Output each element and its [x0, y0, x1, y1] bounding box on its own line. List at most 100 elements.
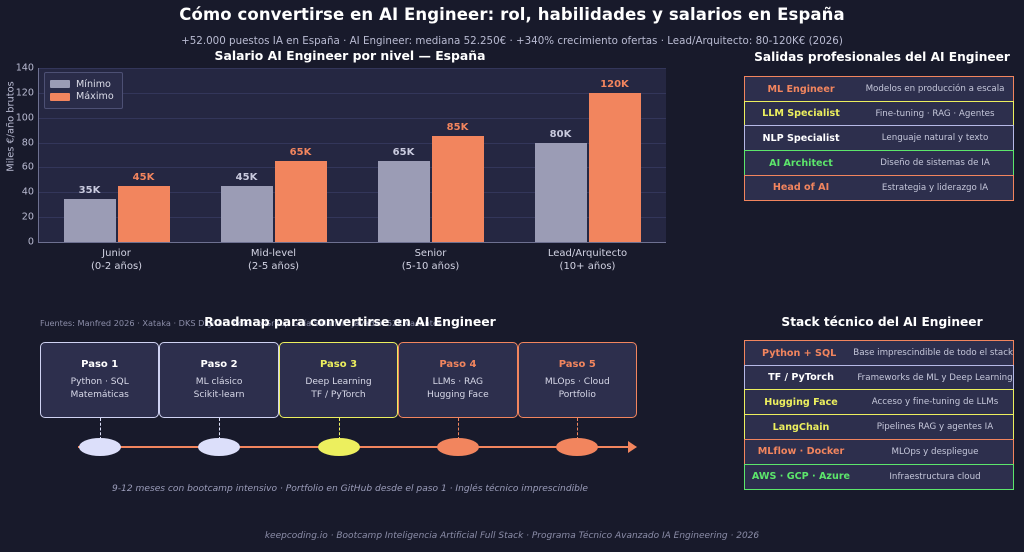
chart-bar [588, 92, 641, 242]
stack-tool-row[interactable]: Python + SQL Base imprescindible de todo … [744, 340, 1014, 366]
chart-x-tick-line: (0-2 años) [90, 261, 143, 272]
roadmap-step-desc-line: Python · SQL [70, 377, 129, 387]
chart-y-tick-label: 60 [21, 161, 34, 173]
career-description: Fine-tuning · RAG · Agentes [875, 108, 995, 119]
stack-tool-row[interactable]: TF / PyTorch Frameworks de ML y Deep Lear… [744, 364, 1014, 391]
legend-label-minimo: Mínimo [76, 78, 111, 90]
chart-x-tick-line: (2-5 años) [247, 261, 300, 272]
stack-tool-description: Infraestructura cloud [889, 471, 981, 482]
roadmap-step-connector [219, 418, 221, 440]
roadmap-step-node[interactable] [556, 438, 599, 456]
roadmap-step-description: LLMs · RAG Hugging Face [427, 376, 489, 401]
roadmap-step-node[interactable] [198, 438, 241, 456]
roadmap-step-name: Paso 2 [200, 359, 238, 370]
chart-bar-value-label: 65K [289, 147, 312, 159]
chart-x-tick-line: (5-10 años) [401, 261, 460, 272]
stack-tool-row[interactable]: LangChain Pipelines RAG y agentes IA [744, 414, 1014, 441]
legend-item-minimo: Mínimo [50, 79, 114, 90]
stack-panel: Python + SQL Base imprescindible de todo … [744, 340, 1014, 490]
roadmap-step-node[interactable] [78, 438, 121, 456]
career-row[interactable]: LLM Specialist Fine-tuning · RAG · Agente… [744, 100, 1014, 127]
chart-bar [274, 161, 327, 242]
chart-y-axis-ticks: 0 20 40 60 80 100 120 140 [0, 63, 34, 248]
career-row[interactable]: ML Engineer Modelos en producción a escal… [744, 76, 1014, 102]
chart-bar [377, 161, 430, 242]
stack-tool-row[interactable]: Hugging Face Acceso y fine-tuning de LLMs [744, 389, 1014, 416]
career-name: AI Architect [769, 157, 833, 169]
roadmap-step-desc-line: Deep Learning [305, 377, 372, 387]
career-row[interactable]: Head of AI Estrategia y liderazgo IA [744, 174, 1014, 201]
career-description: Diseño de sistemas de IA [880, 158, 990, 169]
legend-swatch-maximo [50, 92, 70, 101]
roadmap-note: 9-12 meses con bootcamp intensivo · Port… [111, 484, 589, 494]
roadmap-step-connector [577, 418, 579, 440]
career-description: Lenguaje natural y texto [881, 133, 989, 144]
roadmap-step-description: ML clásico Scikit-learn [194, 376, 245, 401]
stack-panel-title: Stack técnico del AI Engineer [781, 315, 983, 329]
chart-y-tick-label: 20 [21, 211, 34, 223]
stack-tool-name: AWS · GCP · Azure [751, 471, 851, 483]
chart-gridline [38, 167, 666, 169]
chart-title: Salario AI Engineer por nivel — España [214, 48, 486, 63]
chart-y-tick-label: 120 [15, 87, 34, 99]
legend-swatch-minimo [50, 80, 70, 88]
chart-gridline [38, 68, 666, 69]
stack-tool-row[interactable]: AWS · GCP · Azure Infraestructura cloud [744, 463, 1014, 490]
roadmap-step-box[interactable]: Paso 1 Python · SQL Matemáticas [40, 342, 160, 418]
chart-bar-value-label: 80K [549, 128, 572, 140]
roadmap-step-desc-line: MLOps · Cloud [544, 377, 610, 387]
chart-x-tick-line: Lead/Arquitecto [547, 248, 628, 259]
career-row[interactable]: NLP Specialist Lenguaje natural y texto [744, 125, 1014, 152]
career-row[interactable]: AI Architect Diseño de sistemas de IA [744, 150, 1014, 177]
roadmap-step-description: Python · SQL Matemáticas [70, 376, 128, 401]
chart-x-axis-line [38, 242, 666, 243]
roadmap-step-node[interactable] [436, 438, 479, 456]
stack-tool-description: Pipelines RAG y agentes IA [876, 422, 994, 433]
chart-x-tick-line: Mid-level [250, 248, 297, 259]
roadmap-step-name: Paso 1 [81, 359, 119, 370]
roadmap-step-connector [99, 418, 101, 440]
chart-y-tick-label: 140 [15, 62, 34, 74]
chart-bar-value-label: 85K [446, 122, 469, 134]
roadmap-step-desc-line: Portfolio [558, 389, 596, 400]
career-name: ML Engineer [767, 83, 835, 95]
chart-gridline [38, 117, 666, 119]
legend-item-maximo: Máximo [50, 91, 114, 102]
chart-y-tick-label: 0 [27, 236, 34, 248]
chart-bar-value-label: 35K [78, 184, 101, 196]
footer-text: keepcoding.io · Bootcamp Inteligencia Ar… [264, 531, 760, 541]
roadmap-step-name: Paso 5 [558, 359, 596, 370]
roadmap-step-node[interactable] [317, 438, 360, 456]
roadmap-step-desc-line: TF / PyTorch [311, 389, 366, 400]
stack-tool-name: Hugging Face [764, 396, 838, 408]
chart-gridline [38, 92, 666, 94]
page-subtitle: +52.000 puestos IA en España · AI Engine… [181, 35, 843, 47]
stack-tool-name: MLflow · Docker [757, 446, 845, 458]
roadmap-step-box[interactable]: Paso 5 MLOps · Cloud Portfolio [517, 342, 637, 418]
chart-y-tick-label: 100 [15, 112, 34, 124]
roadmap-step-connector [457, 418, 459, 440]
roadmap-step-box[interactable]: Paso 2 ML clásico Scikit-learn [159, 342, 279, 418]
chart-bar [534, 142, 587, 242]
chart-bar-value-label: 120K [600, 78, 629, 90]
roadmap-title: Roadmap para convertirse en AI Engineer [204, 314, 496, 329]
chart-x-tick-label: Mid-level (2-5 años) [248, 247, 299, 273]
roadmap-step-desc-line: Scikit-learn [193, 389, 245, 400]
chart-x-tick-line: (10+ años) [559, 261, 616, 272]
careers-panel-title: Salidas profesionales del AI Engineer [754, 50, 1010, 64]
roadmap-steps: Paso 1 Python · SQL Matemáticas Paso 2 ML cl… [40, 342, 637, 418]
stack-tool-description: Acceso y fine-tuning de LLMs [871, 397, 999, 408]
stack-tool-row[interactable]: MLflow · Docker MLOps y despliegue [744, 438, 1014, 465]
stack-tool-name: LangChain [772, 421, 830, 433]
salary-chart: Salario AI Engineer por nivel — España M… [0, 48, 700, 328]
stack-tool-description: Frameworks de ML y Deep Learning [857, 372, 1013, 383]
roadmap-step-box[interactable]: Paso 4 LLMs · RAG Hugging Face [398, 342, 518, 418]
chart-y-axis-line [38, 68, 39, 242]
roadmap-step-name: Paso 4 [439, 359, 477, 370]
stack-tool-name: Python + SQL [762, 347, 837, 359]
roadmap-step-desc-line: LLMs · RAG [432, 377, 484, 387]
chart-bar-value-label: 65K [392, 147, 415, 159]
roadmap-step-box[interactable]: Paso 3 Deep Learning TF / PyTorch [278, 342, 399, 418]
chart-legend: Mínimo Máximo [44, 72, 123, 109]
